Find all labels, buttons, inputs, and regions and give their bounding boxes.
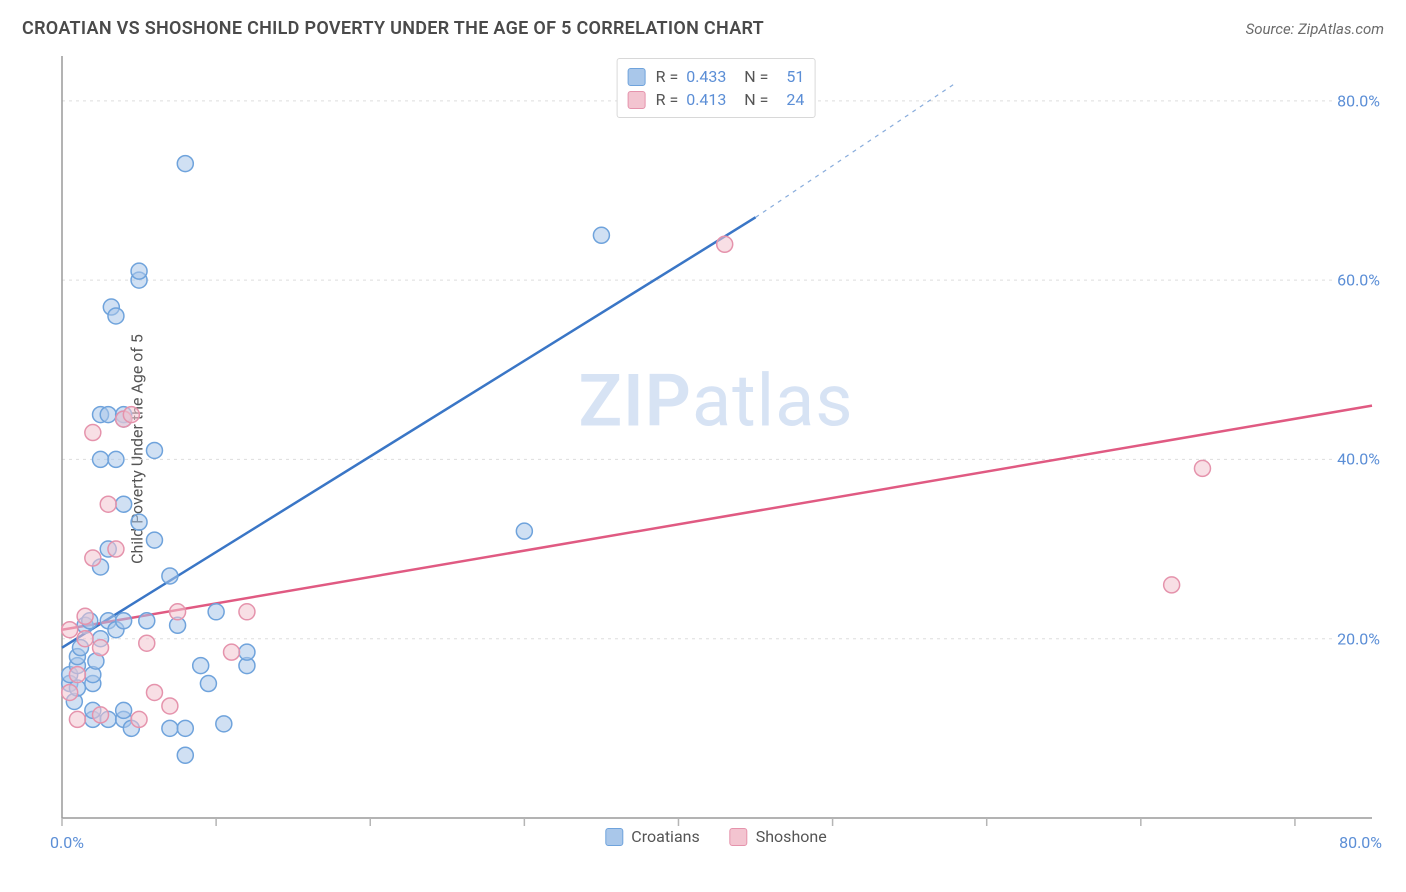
r-label: R =: [656, 67, 679, 86]
x-tick-max: 80.0%: [1339, 833, 1382, 852]
chart-svg: [50, 50, 1382, 848]
y-tick-label: 40.0%: [1333, 450, 1384, 469]
source-credit: Source: ZipAtlas.com: [1246, 20, 1384, 38]
n-value-shoshone: 24: [776, 90, 804, 109]
plot-area: Child Poverty Under the Age of 5 ZIPatla…: [50, 50, 1382, 848]
chart-header: CROATIAN VS SHOSHONE CHILD POVERTY UNDER…: [22, 18, 1384, 39]
y-tick-label: 20.0%: [1333, 629, 1384, 648]
chart-title: CROATIAN VS SHOSHONE CHILD POVERTY UNDER…: [22, 18, 764, 39]
swatch-shoshone: [730, 828, 748, 846]
y-tick-label: 60.0%: [1333, 271, 1384, 290]
legend-label-croatians: Croatians: [631, 827, 699, 846]
swatch-shoshone: [628, 91, 646, 109]
legend-row-shoshone: R = 0.413 N = 24: [628, 88, 805, 111]
x-tick-min: 0.0%: [50, 833, 84, 852]
source-name: ZipAtlas.com: [1298, 20, 1384, 38]
series-legend: Croatians Shoshone: [605, 827, 826, 846]
n-label: N =: [744, 67, 768, 86]
n-label: N =: [744, 90, 768, 109]
n-value-croatians: 51: [776, 67, 804, 86]
legend-item-croatians: Croatians: [605, 827, 699, 846]
legend-row-croatians: R = 0.433 N = 51: [628, 65, 805, 88]
correlation-legend: R = 0.433 N = 51 R = 0.413 N = 24: [617, 58, 816, 118]
y-tick-label: 80.0%: [1333, 91, 1384, 110]
swatch-croatians: [628, 68, 646, 86]
legend-label-shoshone: Shoshone: [756, 827, 827, 846]
r-value-croatians: 0.433: [686, 67, 734, 86]
source-prefix: Source:: [1246, 20, 1298, 38]
legend-item-shoshone: Shoshone: [730, 827, 827, 846]
swatch-croatians: [605, 828, 623, 846]
r-value-shoshone: 0.413: [686, 90, 734, 109]
r-label: R =: [656, 90, 679, 109]
